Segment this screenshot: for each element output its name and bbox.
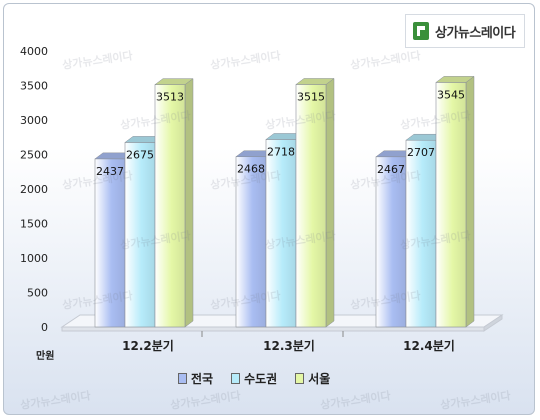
y-tick-label: 1500 — [20, 218, 48, 231]
bar — [435, 82, 467, 328]
bar — [375, 156, 407, 328]
data-label: 2437 — [96, 165, 124, 178]
bar — [124, 142, 156, 328]
legend-label: 서울 — [308, 372, 331, 386]
brand-logo: 상가뉴스레이다 — [405, 14, 525, 48]
y-tick-label: 2500 — [20, 149, 48, 162]
bar-top — [154, 78, 194, 85]
bar-side — [465, 75, 475, 328]
legend-swatch — [295, 373, 305, 384]
y-axis-unit: 만원 — [36, 351, 55, 362]
chart-floor-side — [483, 314, 503, 332]
legend: 전국 수도권 서울 — [178, 370, 330, 387]
data-label: 3513 — [156, 91, 184, 104]
data-label: 2468 — [237, 163, 265, 176]
data-label: 3515 — [297, 90, 325, 103]
data-label: 2467 — [377, 163, 405, 176]
legend-label: 수도권 — [244, 372, 278, 386]
legend-item-seoul: 서울 — [295, 370, 330, 387]
brand-name: 상가뉴스레이다 — [435, 25, 516, 41]
y-tick-label: 2000 — [20, 183, 48, 196]
bar — [295, 84, 327, 328]
brand-logo-icon — [413, 22, 429, 40]
data-label: 2707 — [407, 146, 435, 159]
legend-item-sudogwon: 수도권 — [231, 370, 277, 387]
bar — [405, 139, 437, 328]
bar-top — [295, 78, 335, 85]
x-tick-label: 12.4분기 — [403, 338, 455, 353]
chart-floor-edge — [61, 326, 485, 332]
bar — [94, 158, 126, 328]
y-tick-label: 3500 — [20, 80, 48, 93]
legend-label: 전국 — [191, 372, 214, 386]
bar-side — [325, 77, 335, 328]
bar — [235, 156, 267, 328]
data-label: 2675 — [126, 148, 154, 161]
y-tick-label: 1000 — [20, 252, 48, 265]
x-tick-label: 12.2분기 — [122, 338, 174, 353]
x-tick-label: 12.3분기 — [263, 338, 315, 353]
bar-side — [184, 78, 194, 328]
y-tick-label: 4000 — [20, 45, 48, 58]
y-tick-label: 0 — [41, 321, 48, 334]
y-tick-label: 3000 — [20, 114, 48, 127]
legend-swatch — [178, 373, 187, 384]
y-tick-label: 500 — [27, 287, 48, 300]
bar — [265, 139, 297, 328]
legend-swatch — [231, 373, 241, 384]
bar-top — [435, 76, 475, 83]
data-label: 3545 — [437, 88, 465, 101]
legend-item-jeonguk: 전국 — [178, 370, 213, 387]
bar — [154, 84, 186, 328]
data-label: 2718 — [267, 145, 295, 158]
